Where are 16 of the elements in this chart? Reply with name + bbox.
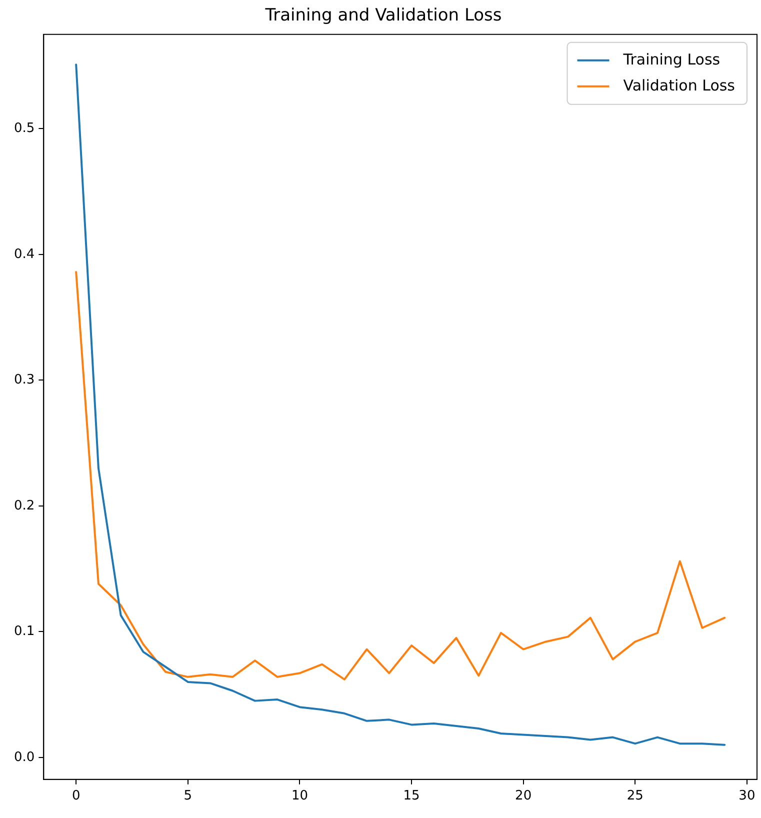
y-tick-label: 0.3 xyxy=(14,372,35,388)
y-tick-label: 0.2 xyxy=(14,498,35,514)
y-tick-label: 0.1 xyxy=(14,624,35,640)
x-tick-label: 5 xyxy=(184,788,192,804)
y-tick-label: 0.4 xyxy=(14,246,35,262)
chart-title: Training and Validation Loss xyxy=(264,6,502,26)
x-tick-label: 30 xyxy=(738,788,756,804)
x-tick-label: 25 xyxy=(626,788,644,804)
legend-label: Training Loss xyxy=(622,50,720,68)
y-tick-label: 0.0 xyxy=(14,750,35,765)
x-tick-label: 15 xyxy=(403,788,420,804)
x-tick-label: 0 xyxy=(72,788,80,804)
x-tick-label: 10 xyxy=(291,788,308,804)
y-tick-label: 0.5 xyxy=(14,121,35,136)
x-tick-label: 20 xyxy=(515,788,532,804)
legend-label: Validation Loss xyxy=(623,76,736,94)
